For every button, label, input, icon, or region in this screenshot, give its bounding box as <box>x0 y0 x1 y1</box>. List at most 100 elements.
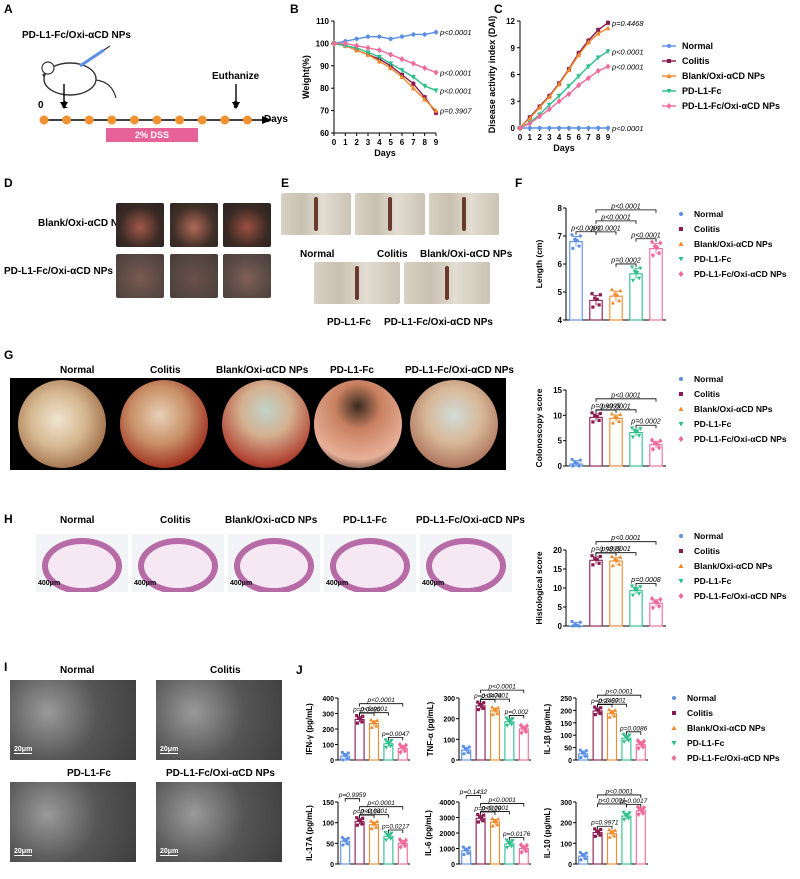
histology-image: 400μm <box>132 534 224 592</box>
colon-label-blank: Blank/Oxi-αCD NPs <box>420 249 513 260</box>
sem-label-combo: PD-L1-Fc/Oxi-αCD NPs <box>166 768 275 779</box>
x-tick-label: 9 <box>606 133 611 142</box>
panel-letter-a: A <box>4 2 13 16</box>
x-tick-label: 7 <box>411 138 416 147</box>
data-point <box>591 305 595 309</box>
legend-label: Normal <box>694 374 723 384</box>
data-point <box>388 744 393 749</box>
colon-specimen <box>445 266 449 300</box>
timeline-dot <box>62 115 72 125</box>
p-value-label: p=0.4468 <box>611 19 644 28</box>
data-point <box>374 723 379 728</box>
data-point <box>556 93 562 99</box>
legend-marker <box>678 593 684 599</box>
data-point <box>358 717 363 721</box>
legend-g: Normal Colitis Blank/Oxi-αCD NPs PD-L1-Fc PD… <box>678 374 787 444</box>
p-value-label: p=0.0017 <box>619 798 648 805</box>
legend-marker <box>678 257 684 262</box>
data-point <box>627 733 632 738</box>
colonoscopy-image <box>410 380 498 468</box>
legend-marker <box>678 271 684 277</box>
data-point <box>341 758 345 762</box>
y-tick-label: 200 <box>560 708 572 715</box>
data-point <box>598 833 602 837</box>
bar <box>475 817 486 865</box>
colon-photos-row-1 <box>281 193 503 235</box>
histology-strip: 400μm 400μm 400μm 400μm 400μm <box>36 534 516 592</box>
timeline-dot <box>242 115 252 125</box>
data-point <box>599 827 603 832</box>
colon-specimen <box>388 197 392 231</box>
data-point <box>411 81 416 86</box>
series-line <box>334 42 437 74</box>
data-point <box>388 65 394 71</box>
p-value-label: p=0.0008 <box>630 577 660 584</box>
p-value-label: p=0.0047 <box>381 731 410 738</box>
data-point <box>641 738 647 744</box>
day-start-label: 0 <box>38 100 44 111</box>
day-end-label: 9 <box>233 100 239 111</box>
legend-label: Blank/Oxi-αCD NPs <box>687 723 766 733</box>
x-tick-label: 0 <box>518 133 523 142</box>
legend-label: Blank/Oxi-αCD NPs <box>694 404 773 414</box>
data-point <box>365 50 371 55</box>
data-point <box>630 593 635 598</box>
data-point <box>570 619 574 624</box>
legend-label: PD-L1-Fc <box>694 254 732 264</box>
data-point <box>476 820 480 824</box>
tissue-section <box>330 538 410 592</box>
data-point <box>582 751 586 755</box>
y-axis-title: TNF-α (pg/mL) <box>426 701 435 756</box>
data-point <box>377 34 382 39</box>
y-tick-label: 300 <box>443 696 455 703</box>
scale-bar-label: 400μm <box>230 580 253 587</box>
data-point <box>479 703 484 707</box>
colonoscopy-image <box>120 380 208 468</box>
p-value-label: p<0.0001 <box>611 47 644 56</box>
data-point <box>399 68 405 73</box>
mouse-icon <box>41 45 117 99</box>
bar <box>649 248 663 321</box>
bar <box>609 560 623 627</box>
legend-label: Blank/Oxi-αCD NPs <box>682 71 765 81</box>
tissue-section <box>234 538 314 592</box>
p-value-label: p<0.0001 <box>488 684 517 691</box>
data-point <box>622 818 627 822</box>
series-line <box>519 65 609 129</box>
data-point <box>510 717 515 721</box>
data-point <box>566 67 572 73</box>
data-point <box>345 842 350 846</box>
data-point <box>575 461 579 465</box>
data-point <box>481 706 485 710</box>
data-point <box>495 822 500 827</box>
timeline-dot <box>197 115 207 125</box>
p-value-label: p=0.0217 <box>381 823 410 830</box>
panel-d-row-1: Blank/Oxi-αCD NPs <box>38 218 131 229</box>
p-value-label: p=0.0474 <box>473 693 502 700</box>
y-tick-label: 0 <box>568 758 572 765</box>
data-point <box>376 54 382 60</box>
data-point <box>638 266 643 271</box>
y-tick-label: 110 <box>316 17 329 26</box>
data-point <box>482 701 486 705</box>
legend-marker <box>679 534 683 538</box>
data-point <box>649 437 655 443</box>
data-point <box>577 244 581 248</box>
y-tick-label: 3000 <box>439 816 455 823</box>
p-value-label: p<0.0001 <box>600 546 630 553</box>
data-point <box>566 126 571 130</box>
y-tick-label: 0 <box>451 862 455 869</box>
bar <box>609 417 623 467</box>
data-point <box>366 34 370 39</box>
data-point <box>360 822 364 826</box>
data-point <box>593 557 597 561</box>
data-point <box>629 265 635 270</box>
p-value-label: p<0.0001 <box>597 797 626 804</box>
p-value-label: p=0.0176 <box>502 831 531 838</box>
x-tick-label: 2 <box>354 138 359 147</box>
panel-d-row-2: PD-L1-Fc/Oxi-αCD NPs <box>4 266 113 277</box>
data-point <box>355 823 359 827</box>
data-point <box>578 620 582 624</box>
p-value-label: p=0.2457 <box>590 698 619 705</box>
significance-bracket <box>635 582 657 587</box>
